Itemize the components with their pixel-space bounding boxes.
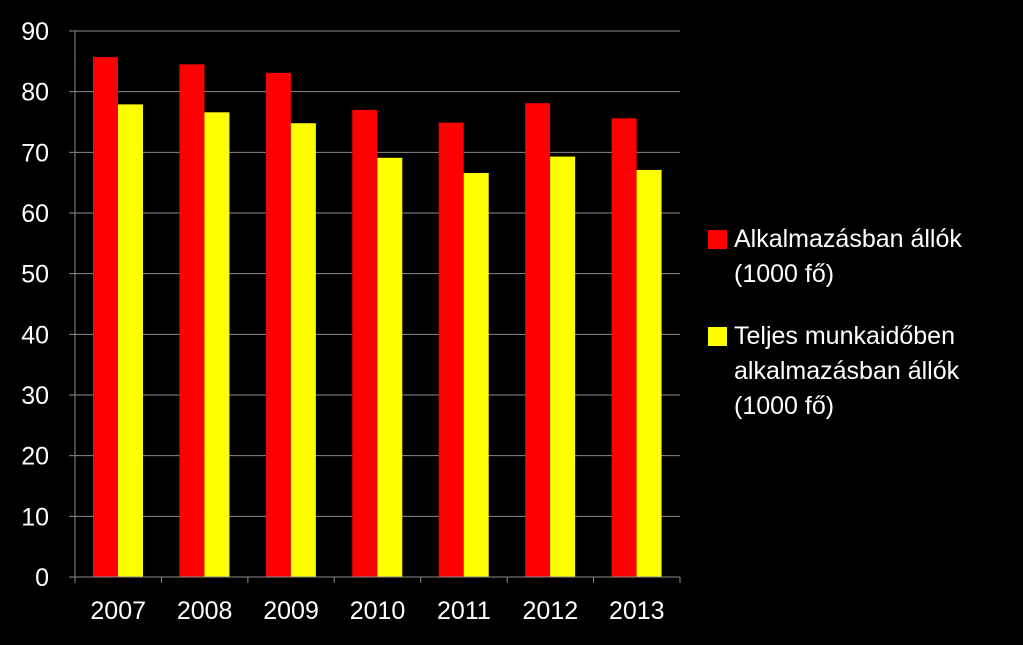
y-tick-label: 30 [21, 382, 49, 410]
x-tick-label: 2010 [350, 597, 406, 625]
legend: Alkalmazásban állók (1000 fő) Teljes mun… [708, 222, 1018, 451]
legend-item-series-1: Alkalmazásban állók (1000 fő) [708, 222, 1018, 292]
bar-series-2-2008 [204, 112, 230, 577]
bar-series-2-2012 [550, 156, 576, 577]
bar-series-2-2010 [377, 157, 403, 577]
bar-series-2-2011 [463, 172, 489, 577]
bar-series-1-2012 [525, 103, 551, 578]
y-tick-label: 70 [21, 139, 49, 167]
bar-series-1-2007 [93, 57, 118, 577]
y-tick-label: 40 [21, 321, 49, 349]
legend-item-series-2: Teljes munkaidőben alkalmazásban állók (… [708, 319, 1018, 424]
x-tick-label: 2013 [609, 597, 665, 625]
bar-series-2-2009 [290, 123, 316, 578]
y-tick-labels: 0 10 20 30 40 50 60 70 80 90 [21, 18, 49, 592]
legend-label-series-2: Teljes munkaidőben alkalmazásban állók (… [734, 322, 960, 420]
bar-series-2-2007 [118, 104, 143, 577]
bar-series-2-2013 [636, 169, 662, 577]
axes [69, 30, 681, 583]
y-tick-label: 90 [21, 18, 49, 46]
legend-label-series-1: Alkalmazásban állók (1000 fő) [734, 225, 962, 288]
legend-swatch-series-1 [708, 230, 727, 249]
x-tick-label: 2012 [523, 597, 579, 625]
x-tick-label: 2011 [437, 597, 491, 625]
bar-series-1-2008 [179, 64, 205, 577]
x-tick-label: 2009 [263, 597, 319, 625]
bar-series-1-2013 [611, 118, 637, 578]
legend-swatch-series-2 [708, 327, 727, 346]
bar-series-1-2009 [265, 72, 291, 578]
y-tick-label: 0 [35, 564, 49, 592]
y-tick-label: 60 [21, 200, 49, 228]
bars [93, 57, 662, 578]
y-tick-label: 10 [21, 503, 49, 531]
y-tick-label: 50 [21, 261, 49, 289]
bar-series-1-2010 [352, 109, 378, 577]
bar-series-1-2011 [438, 122, 464, 578]
y-tick-label: 80 [21, 79, 49, 107]
y-tick-label: 20 [21, 443, 49, 471]
x-tick-label: 2007 [90, 597, 146, 625]
x-tick-label: 2008 [177, 597, 233, 625]
x-tick-labels: 2007 2008 2009 2010 2011 2012 2013 [90, 597, 664, 625]
